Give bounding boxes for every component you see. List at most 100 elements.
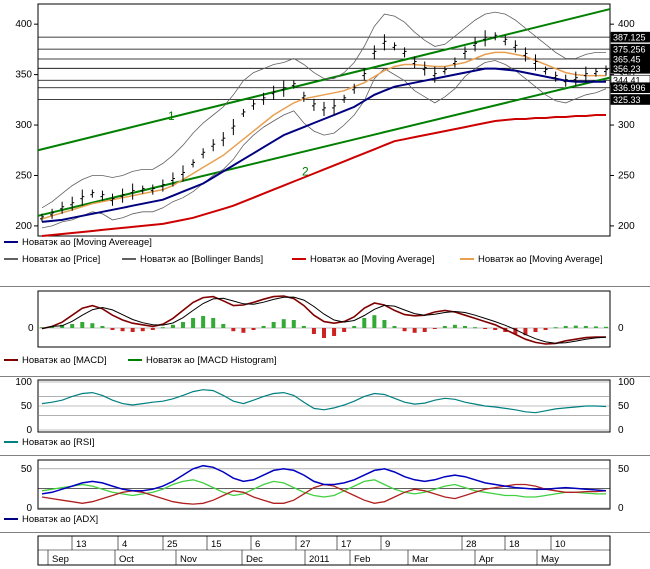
time-axis-day-label: 9 [385, 539, 390, 550]
ma-blue-line [41, 67, 606, 223]
adx-y-tick-label-right: 50 [618, 464, 630, 475]
adx-line [41, 464, 607, 495]
legend-label-adx: Новатэк ао [ADX] [22, 514, 98, 525]
legend-label-rsi: Новатэк ао [RSI] [22, 437, 94, 448]
price-y-tick-label-left: 200 [15, 221, 32, 232]
rsi-y-tick-label-right: 50 [618, 401, 630, 412]
rsi-line [41, 389, 607, 414]
time-axis-month-label: Sep [52, 554, 69, 565]
adx-y-tick-label-left: 50 [21, 464, 33, 475]
price-level-label-box [610, 31, 650, 43]
time-axis-day-label: 27 [300, 539, 311, 550]
macd-histogram-bar [362, 318, 367, 328]
adx-plus-di-line [41, 479, 606, 498]
price-y-tick-label-left: 350 [15, 70, 32, 81]
panel-separator [0, 286, 650, 287]
macd-histogram-bar [533, 328, 538, 332]
macd-histogram-bar [201, 316, 206, 328]
macd-histogram-bar [291, 320, 296, 328]
macd-histogram-bar [251, 328, 256, 330]
price-level-label: 387.125 [613, 33, 646, 43]
macd-signal-line [41, 296, 607, 344]
time-axis-month-label: Oct [119, 554, 134, 565]
time-axis-month-label: Apr [479, 554, 494, 565]
price-y-tick-label-right: 300 [618, 120, 635, 131]
macd-histogram-bar [120, 328, 125, 332]
macd-histogram-bar [100, 326, 105, 328]
channel-label-2: 2 [302, 164, 309, 178]
macd-histogram-bar [110, 328, 115, 330]
price-level-label: 356.23 [613, 64, 641, 74]
macd-histogram-bar [332, 328, 337, 336]
macd-histogram-bar [40, 327, 44, 329]
time-axis-month-label: 2011 [309, 554, 329, 565]
price-level-label-box [610, 63, 650, 74]
time-axis-day-label: 28 [466, 539, 477, 550]
macd-histogram-bar [140, 328, 145, 332]
macd-histogram-bar [231, 328, 236, 332]
price-level-label: 365.45 [613, 55, 641, 65]
macd-histogram-bar [573, 325, 578, 328]
macd-histogram-bar [211, 318, 216, 328]
rsi-y-tick-label-left: 100 [15, 377, 32, 388]
macd-histogram-bar [311, 328, 316, 334]
macd-y-tick-label-right: 0 [618, 323, 624, 334]
macd-histogram-bar [523, 328, 528, 336]
price-level-label: 375.256 [613, 45, 646, 55]
macd-histogram-bar [281, 319, 286, 328]
price-level-label: 336.996 [613, 83, 646, 93]
time-axis-day-label: 18 [509, 539, 520, 550]
adx-y-tick-label-right: 0 [618, 503, 624, 514]
macd-histogram-bar [563, 326, 568, 328]
time-axis-frame [37, 535, 611, 566]
bollinger-lower-line [41, 60, 607, 229]
time-axis-day-label: 10 [555, 539, 566, 550]
time-axis-day-label: 6 [255, 539, 260, 550]
macd-histogram-bar [271, 322, 276, 328]
time-axis-day-label: 17 [341, 539, 352, 550]
bollinger-upper-line [41, 11, 606, 209]
legend-label-price: Новатэк ао [Price] [22, 254, 100, 265]
price-level-label-box [610, 94, 650, 105]
macd-histogram-bar [221, 324, 226, 328]
channel-line-2 [37, 76, 611, 217]
legend-label-price: Новатэк ао [Bollinger Bands] [140, 254, 263, 265]
macd-histogram-bar [543, 328, 548, 330]
price-level-label: 325.33 [613, 95, 641, 105]
legend-label-macd: Новатэк ао [MACD] [22, 355, 107, 366]
time-axis-day-label: 25 [167, 539, 178, 550]
price-y-tick-label-left: 300 [15, 120, 32, 131]
macd-histogram-bar [352, 326, 357, 328]
rsi-y-tick-label-left: 50 [21, 401, 33, 412]
macd-histogram-bar [493, 328, 498, 330]
macd-histogram-bar [60, 324, 65, 328]
channel-line-1 [37, 8, 611, 152]
macd-histogram-bar [70, 324, 75, 328]
rsi-y-tick-label-right: 0 [618, 425, 624, 436]
macd-histogram-bar [442, 326, 447, 328]
time-axis-month-label: Nov [180, 554, 197, 565]
macd-histogram-bar [553, 327, 558, 329]
price-y-tick-label-left: 400 [15, 19, 32, 30]
macd-histogram-bar [382, 320, 387, 328]
macd-histogram-bar [402, 328, 407, 332]
macd-histogram-bar [604, 326, 608, 328]
macd-histogram-bar [513, 328, 518, 334]
time-axis-month-label: Feb [354, 554, 370, 565]
panel-separator [0, 376, 650, 377]
price-y-tick-label-right: 250 [618, 170, 635, 181]
legend-label-price: Новатэк ао [Moving Avereage] [22, 237, 152, 248]
legend-label-price: Новатэк ао [Moving Average] [310, 254, 435, 265]
macd-histogram-bar [593, 326, 598, 328]
macd-histogram-bar [160, 327, 165, 329]
macd-histogram-bar [80, 322, 85, 328]
macd-histogram-bar [473, 327, 478, 329]
macd-histogram-bar [452, 324, 457, 328]
macd-histogram-bar [90, 323, 95, 328]
time-axis-month-label: Dec [246, 554, 263, 565]
macd-histogram-bar [181, 322, 185, 328]
price-level-label: 344.41 [613, 76, 641, 86]
price-y-tick-label-right: 200 [618, 221, 635, 232]
